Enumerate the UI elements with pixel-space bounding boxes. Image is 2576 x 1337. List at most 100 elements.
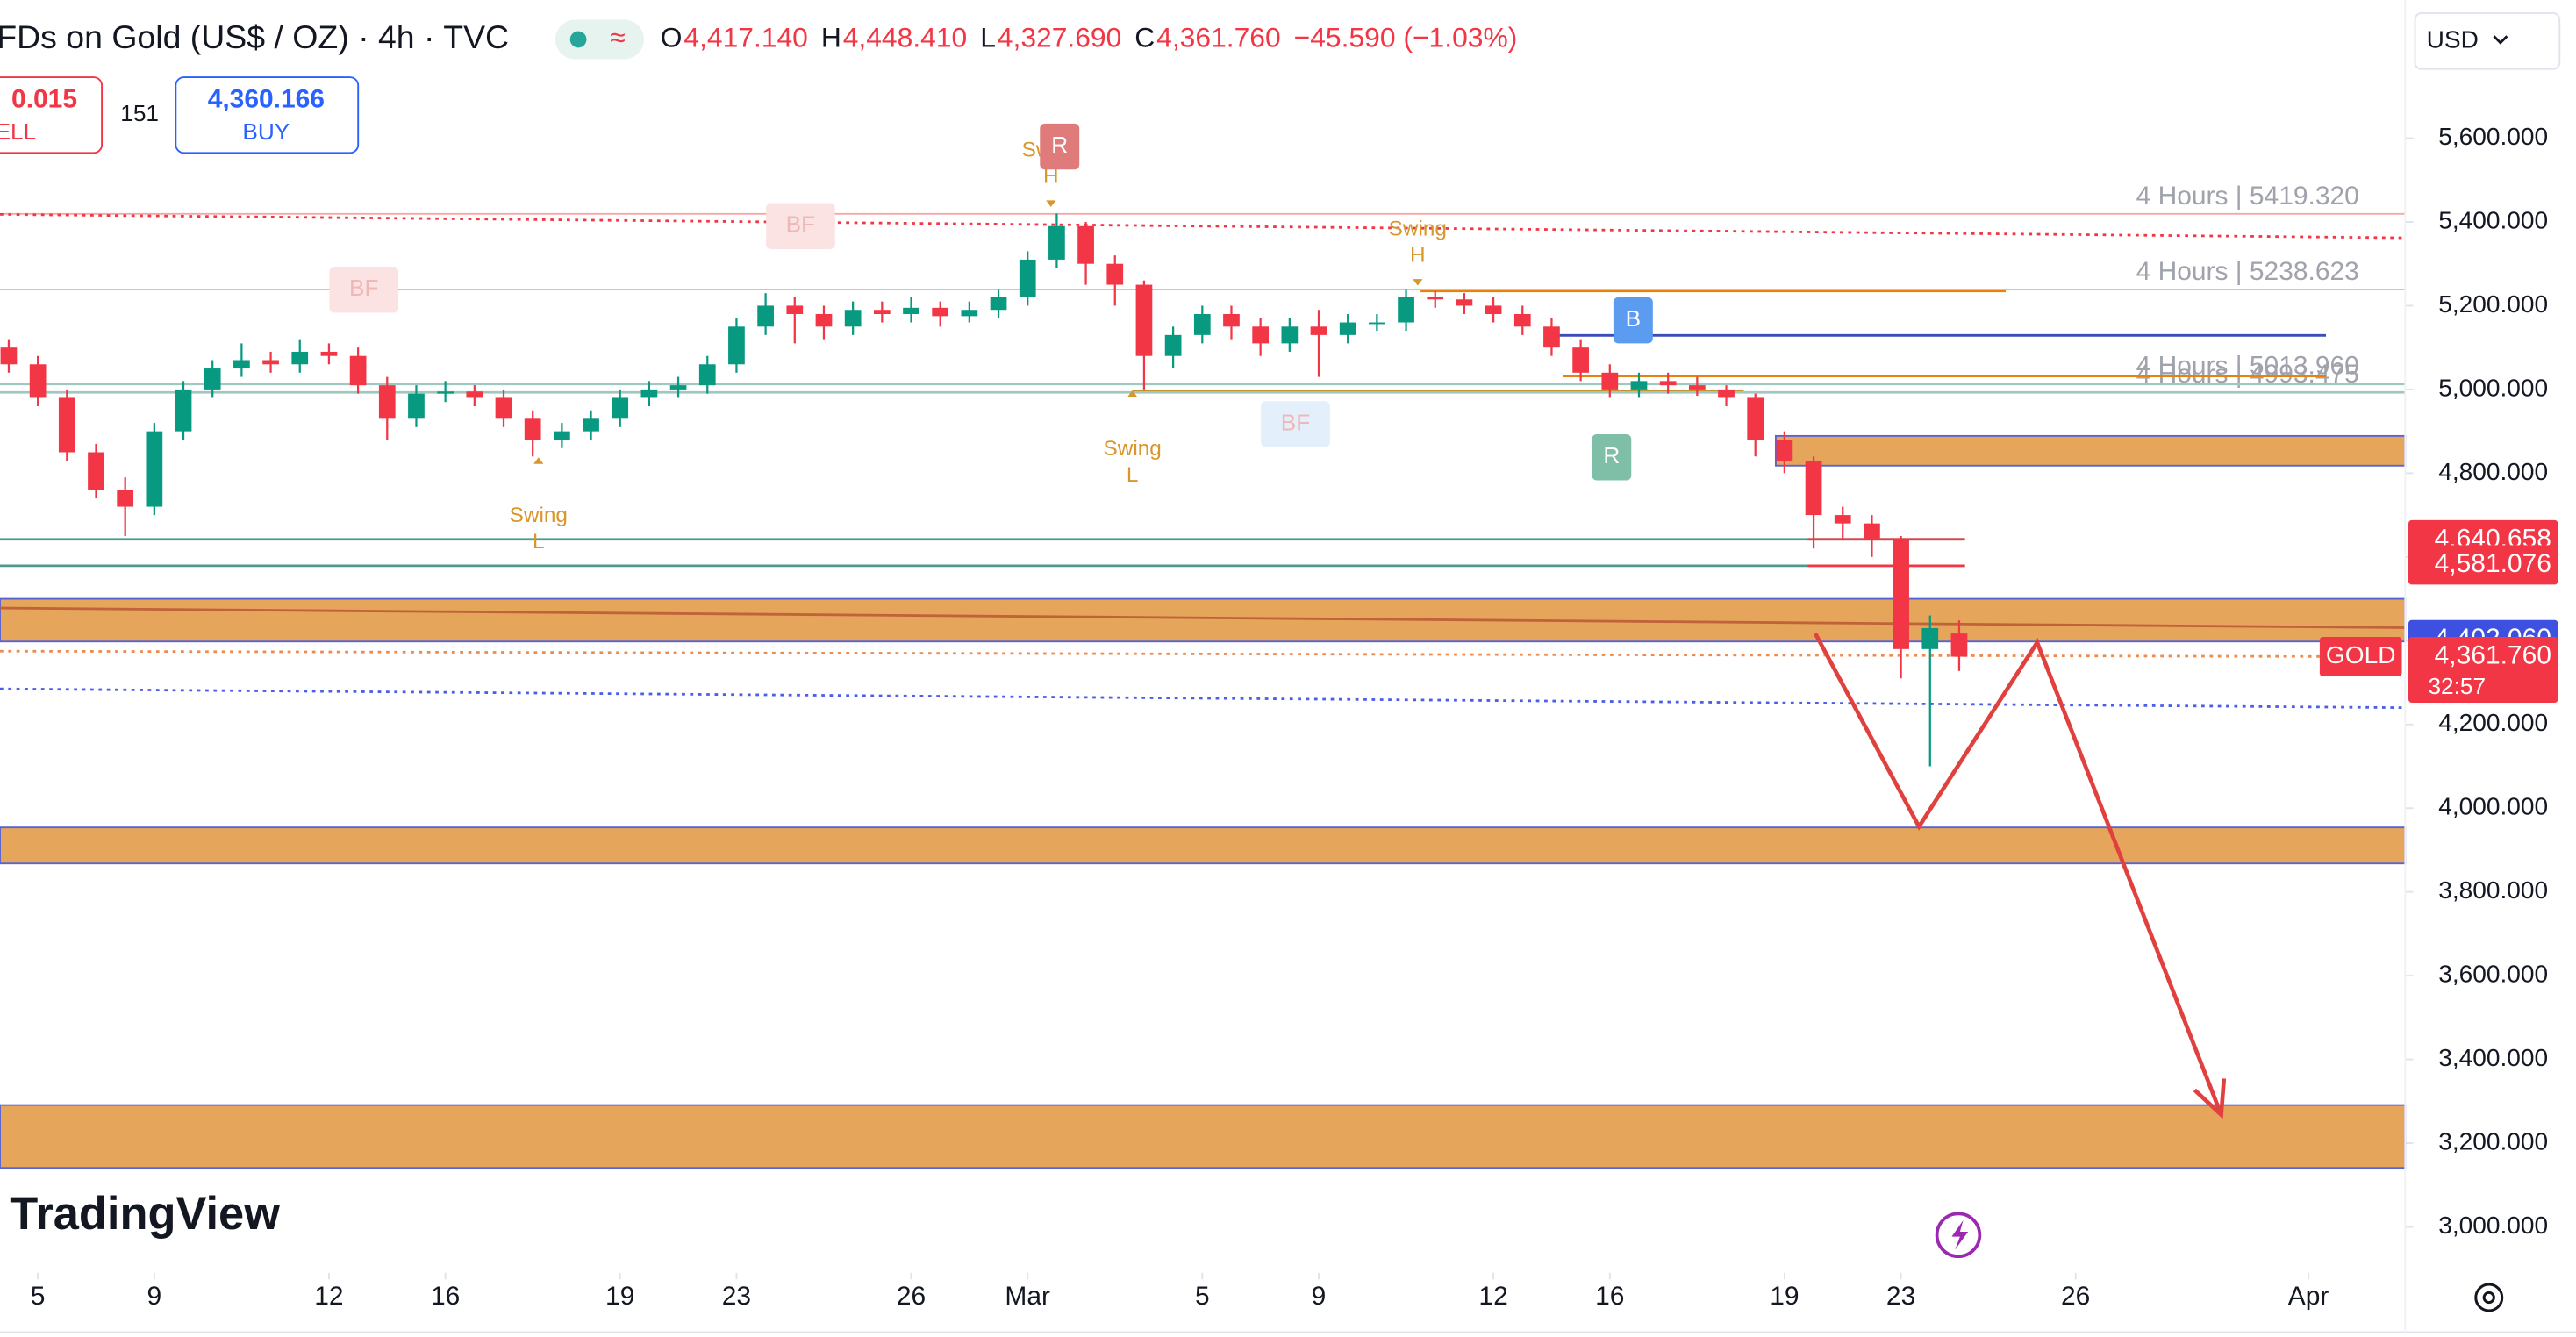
candle-body — [1339, 322, 1356, 335]
candle-body — [1223, 313, 1240, 327]
drawn-line — [0, 649, 2406, 658]
y-tick-label: 3,600.000 — [2438, 961, 2548, 988]
candle-body — [786, 305, 804, 314]
candle-body — [698, 364, 716, 386]
ohlc-letter: L — [980, 21, 996, 53]
swing-label: H — [1410, 243, 1426, 267]
buy-price[interactable]: 4,360.166 — [208, 84, 325, 113]
candle-body — [1427, 297, 1444, 300]
x-tick-label: 9 — [1312, 1282, 1327, 1311]
candle-body — [1456, 299, 1473, 306]
status-dot — [569, 31, 587, 48]
badge — [1040, 123, 1080, 170]
swing-marker — [1413, 279, 1423, 286]
badge — [1261, 401, 1330, 447]
ohlc-value: 4,361.760 — [1156, 21, 1281, 53]
swing-label: Swing — [510, 504, 568, 527]
badge — [766, 203, 835, 249]
settings-icon[interactable] — [2474, 1283, 2504, 1312]
currency-box[interactable] — [2414, 12, 2561, 70]
badge-label: BF — [786, 211, 815, 238]
candle-body — [1252, 326, 1270, 344]
candle-body — [1398, 297, 1414, 323]
x-tick-label: 12 — [1478, 1282, 1507, 1311]
buy-label[interactable]: BUY — [242, 118, 290, 145]
candle-body — [1601, 372, 1619, 390]
candle-body — [88, 452, 104, 490]
y-tick-label: 4,000.000 — [2438, 793, 2548, 820]
candle-body — [1019, 259, 1036, 297]
symbol-tag — [2319, 637, 2402, 677]
buy-button[interactable]: 4,360.166 BUY — [175, 76, 360, 154]
currency-button[interactable]: USD — [2414, 12, 2561, 70]
candle-body — [1193, 313, 1211, 335]
x-tick-label: 5 — [31, 1282, 46, 1311]
dropdown-arrow[interactable] — [2493, 35, 2508, 45]
settings-icon-core[interactable] — [2482, 1291, 2495, 1305]
price-tag-label: 4,581.076 — [2435, 549, 2551, 578]
countdown: 32:57 — [2428, 673, 2486, 699]
candle-body — [1048, 225, 1065, 260]
sell-box[interactable] — [0, 76, 104, 154]
candle-body — [1805, 461, 1822, 516]
ohlc-value: 4,448.410 — [843, 21, 968, 53]
sell-label[interactable]: ELL — [0, 118, 36, 145]
zone — [0, 597, 2407, 643]
candle-body — [903, 307, 919, 314]
candle-body — [204, 368, 221, 390]
candle-body — [844, 310, 862, 327]
candle-body — [146, 431, 163, 507]
y-tick-label: 5,400.000 — [2438, 206, 2548, 233]
x-tick-label: 5 — [1195, 1282, 1210, 1311]
candle-body — [1164, 334, 1182, 356]
candle-body — [1077, 225, 1094, 264]
settings-button[interactable] — [2474, 1283, 2504, 1312]
ohlc-letter: O — [661, 21, 683, 53]
candle-body — [1630, 381, 1648, 390]
swing-label: L — [533, 530, 545, 554]
candle-body — [1893, 540, 1909, 649]
candle-body — [0, 347, 18, 365]
candle-body — [233, 360, 250, 369]
spread: 151 — [120, 100, 159, 126]
candle-body — [378, 385, 396, 419]
projection-line — [1813, 633, 2223, 1116]
lightning-icon[interactable] — [1951, 1219, 1969, 1250]
candle-body — [1718, 389, 1735, 398]
badge-label: BF — [349, 275, 378, 301]
zone — [1774, 434, 2407, 467]
candle-body — [1572, 347, 1589, 373]
currency[interactable]: USD — [2427, 25, 2479, 53]
ohlc-letter: C — [1134, 21, 1155, 53]
symbol-label: GOLD — [2326, 641, 2396, 668]
swing-label: Swing — [1104, 437, 1162, 461]
candle-body — [29, 364, 47, 398]
candle-body — [175, 389, 192, 432]
x-tick-label: 26 — [897, 1282, 926, 1311]
zone — [0, 826, 2407, 865]
candle-body — [1747, 397, 1764, 440]
sell-price[interactable]: 0.015 — [11, 84, 77, 113]
candle-body — [990, 297, 1007, 311]
drawn-line — [0, 606, 2406, 629]
candle-body — [349, 355, 367, 386]
price-tag — [2408, 637, 2558, 704]
y-tick-label: 5,000.000 — [2438, 374, 2548, 401]
candle-body — [1281, 326, 1299, 344]
x-tick-label: Mar — [1005, 1282, 1050, 1311]
candle-body — [1659, 381, 1677, 386]
projection-arrowhead — [2193, 1078, 2227, 1119]
candle-body — [728, 326, 745, 365]
candle-body — [1921, 627, 1939, 649]
x-tick-label: 26 — [2061, 1282, 2090, 1311]
buy-box[interactable] — [175, 76, 360, 154]
candle-body — [961, 310, 978, 317]
ohlc-legend: O 4,417.140 H 4,448.410 L 4,327.690 C 4,361.760… — [661, 21, 1518, 53]
sell-button[interactable]: 0.015 ELL — [0, 76, 104, 154]
y-tick-label: 3,200.000 — [2438, 1127, 2548, 1155]
change: −45.590 (−1.03%) — [1294, 21, 1518, 53]
swing-label: Swing — [1389, 217, 1447, 240]
candle-body — [669, 385, 687, 390]
candle-body — [1485, 305, 1502, 314]
